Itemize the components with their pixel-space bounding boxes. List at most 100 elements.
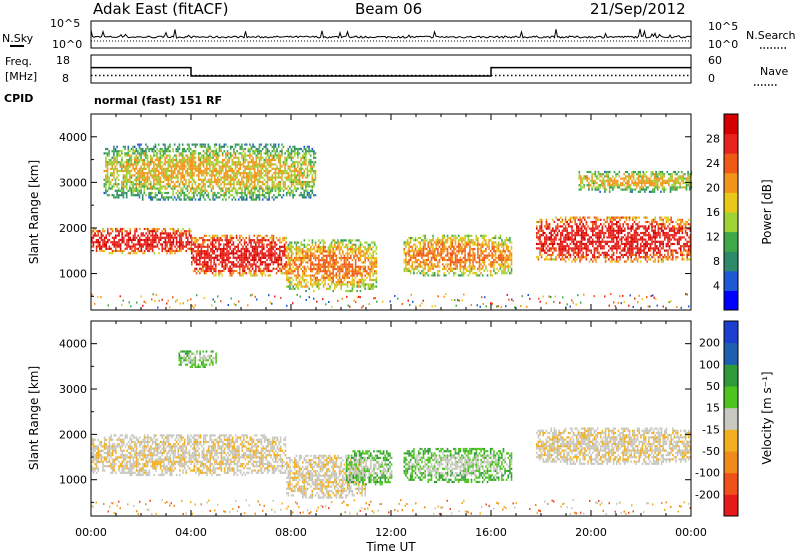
echo-cell bbox=[432, 252, 434, 255]
echo-cell bbox=[617, 220, 620, 224]
echo-cell bbox=[571, 236, 573, 239]
echo-cell bbox=[478, 269, 481, 273]
echo-cell bbox=[595, 223, 597, 226]
echo-cell bbox=[275, 258, 278, 262]
echo-cell bbox=[234, 256, 236, 259]
echo-cell bbox=[545, 240, 548, 243]
echo-cell bbox=[97, 243, 99, 246]
echo-cell bbox=[553, 258, 556, 261]
echo-cell bbox=[173, 165, 176, 168]
echo-cell bbox=[465, 261, 468, 264]
echo-cell bbox=[142, 232, 144, 235]
echo-cell bbox=[264, 239, 267, 242]
noise-right-tick-top: 10^5 bbox=[708, 20, 738, 33]
echo-cell bbox=[494, 250, 497, 253]
echo-cell bbox=[205, 252, 207, 255]
echo-region-3 bbox=[403, 234, 513, 277]
echo-cell bbox=[465, 243, 468, 246]
echo-cell bbox=[229, 239, 231, 242]
echo-cell bbox=[413, 267, 415, 270]
echo-cell bbox=[279, 258, 281, 262]
echo-cell bbox=[688, 227, 690, 230]
echo-cell bbox=[367, 267, 370, 271]
echo-cell bbox=[194, 241, 196, 244]
echo-cell bbox=[673, 242, 676, 246]
echo-cell bbox=[140, 185, 142, 188]
echo-cell bbox=[689, 245, 692, 248]
echo-cell bbox=[424, 247, 426, 251]
echo-cell bbox=[137, 183, 139, 186]
echo-cell bbox=[132, 187, 134, 190]
echo-cell bbox=[269, 247, 271, 251]
echo-cell bbox=[303, 278, 306, 282]
echo-cell bbox=[636, 251, 639, 254]
echo-cell bbox=[124, 234, 127, 237]
echo-cell bbox=[121, 152, 123, 155]
echo-cell bbox=[640, 225, 642, 228]
echo-cell bbox=[282, 265, 284, 268]
echo-cell bbox=[156, 198, 158, 201]
echo-cell bbox=[598, 225, 600, 228]
echo-cell bbox=[449, 243, 452, 246]
echo-cell bbox=[185, 172, 187, 175]
echo-cell bbox=[297, 250, 299, 253]
echo-cell bbox=[202, 169, 205, 173]
echo-cell bbox=[509, 258, 511, 262]
echo-cell bbox=[167, 183, 170, 186]
echo-cell bbox=[326, 265, 328, 268]
echo-cell bbox=[269, 241, 271, 244]
echo-cell bbox=[137, 143, 139, 146]
echo-cell bbox=[334, 265, 336, 268]
echo-cell bbox=[676, 242, 679, 246]
echo-cell bbox=[188, 158, 190, 162]
echo-cell bbox=[665, 216, 668, 219]
echo-cell bbox=[250, 265, 252, 268]
echo-cell bbox=[453, 239, 455, 242]
echo-cell bbox=[203, 254, 206, 257]
echo-cell bbox=[197, 176, 200, 179]
echo-cell bbox=[256, 234, 259, 237]
echo-cell bbox=[343, 274, 346, 277]
echo-cell bbox=[143, 176, 146, 179]
echo-cell bbox=[180, 243, 183, 246]
echo-cell bbox=[348, 241, 350, 244]
echo-cell bbox=[280, 269, 283, 273]
echo-cell bbox=[332, 250, 334, 253]
echo-cell bbox=[568, 218, 570, 221]
echo-cell bbox=[149, 163, 152, 166]
echo-cell bbox=[620, 231, 623, 235]
echo-cell bbox=[116, 234, 119, 237]
echo-cell bbox=[604, 220, 607, 224]
echo-cell bbox=[643, 251, 645, 254]
echo-cell bbox=[438, 274, 441, 277]
echo-cell bbox=[662, 225, 664, 228]
echo-cell bbox=[374, 285, 376, 288]
echo-cell bbox=[654, 231, 656, 235]
echo-cell bbox=[485, 241, 487, 244]
echo-cell bbox=[193, 174, 195, 177]
echo-cell bbox=[297, 245, 299, 249]
echo-cell bbox=[338, 256, 341, 260]
echo-cell bbox=[403, 258, 406, 262]
echo-cell bbox=[266, 245, 268, 248]
echo-cell bbox=[509, 254, 511, 257]
echo-cell bbox=[239, 254, 241, 257]
echo-cell bbox=[464, 254, 466, 257]
echo-cell bbox=[224, 247, 227, 251]
echo-cell bbox=[641, 249, 644, 252]
echo-cell bbox=[609, 216, 612, 219]
echo-cell bbox=[628, 216, 631, 219]
echo-cell bbox=[419, 250, 422, 253]
echo-cell bbox=[430, 241, 433, 244]
echo-cell bbox=[115, 241, 117, 244]
echo-cell bbox=[106, 174, 109, 177]
echo-cell bbox=[146, 163, 149, 166]
echo-cell bbox=[499, 252, 502, 255]
echo-cell bbox=[438, 269, 441, 273]
echo-cell bbox=[477, 243, 479, 246]
echo-cell bbox=[92, 234, 95, 237]
echo-cell bbox=[574, 216, 576, 219]
echo-cell bbox=[353, 281, 355, 284]
echo-cell bbox=[156, 152, 158, 155]
echo-cell bbox=[134, 236, 136, 239]
